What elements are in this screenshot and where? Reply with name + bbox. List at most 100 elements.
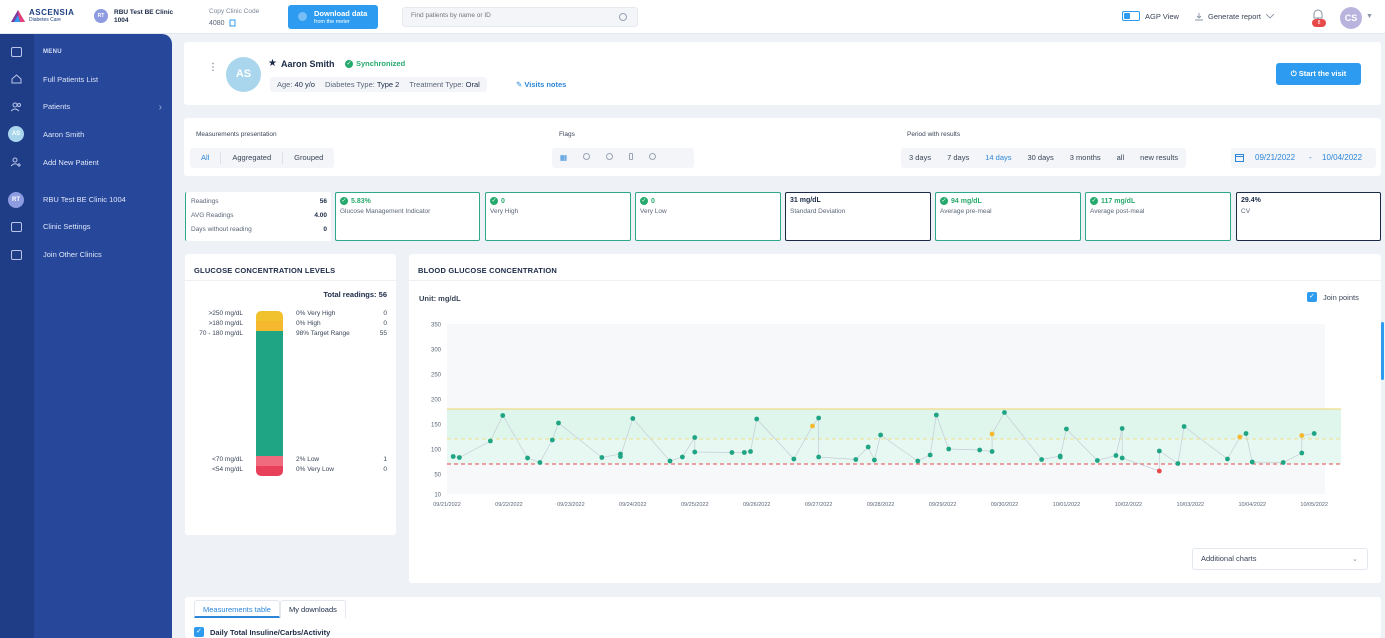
scrollbar-thumb[interactable] [1381, 322, 1384, 380]
level-range-label: >180 mg/dL [208, 320, 243, 327]
diabetes-type-label: Diabetes Type: [324, 80, 375, 89]
glucose-reading-point [630, 416, 636, 421]
glucose-reading-point [1311, 431, 1317, 436]
y-tick-label: 300 [431, 348, 442, 354]
sidebar-item-full-patients-list[interactable]: Full Patients List [43, 75, 99, 84]
glucose-reading-point [1280, 460, 1286, 465]
sidebar-item-clinic-settings[interactable]: Clinic Settings [43, 222, 91, 231]
metric-value-row: ✓ 0 [640, 197, 655, 205]
date-to[interactable]: 10/04/2022 [1322, 153, 1363, 162]
clinic-name[interactable]: RBU Test BE Clinic 1004 [114, 9, 173, 25]
clinic-badge[interactable]: RT [94, 9, 108, 23]
add-patient-icon[interactable] [11, 157, 22, 167]
period-3-months[interactable]: 3 months [1069, 153, 1101, 162]
metric-card: ✓ 0 Very Low [635, 192, 781, 241]
metric-value: 0 [651, 197, 655, 205]
patients-icon[interactable] [11, 102, 22, 112]
chevron-down-icon: ⌄ [1351, 554, 1358, 563]
measurements-option-grouped[interactable]: Grouped [294, 153, 324, 162]
level-percent-label: 2% Low [296, 456, 320, 463]
toggle-switch-icon[interactable] [1122, 11, 1140, 21]
generate-report-label: Generate report [1208, 12, 1261, 21]
sidebar-item-patients[interactable]: Patients [43, 102, 71, 111]
measurements-section: Measurements table My downloads ✓ Daily … [185, 597, 1381, 638]
patient-name: Aaron Smith [280, 58, 335, 69]
age-value: 40 y/o [294, 80, 315, 89]
period-all[interactable]: all [1116, 153, 1125, 162]
glucose-reading-point [1175, 461, 1181, 466]
copy-icon[interactable] [229, 19, 236, 27]
full-list-icon[interactable] [11, 47, 22, 57]
period-7-days[interactable]: 7 days [947, 153, 970, 162]
agp-view-toggle[interactable]: AGP View [1122, 11, 1179, 21]
download-data-button[interactable]: Download data from the meter [288, 5, 378, 29]
flag-post-meal-icon[interactable] [598, 152, 621, 164]
home-icon[interactable] [11, 74, 22, 84]
x-tick-label: 09/28/2022 [867, 502, 895, 508]
measurements-option-aggregated[interactable]: Aggregated [221, 152, 284, 164]
glucose-reading-point [748, 449, 753, 454]
sidebar-item-add-new-patient[interactable]: Add New Patient [43, 158, 99, 167]
visits-notes-link[interactable]: ✎ Visits notes [516, 80, 566, 89]
glucose-reading-point [1113, 453, 1119, 458]
flags-selector: ▦ [552, 148, 694, 168]
glucose-reading-point [1237, 434, 1243, 440]
copy-clinic-code[interactable]: 4080 [209, 19, 236, 27]
patient-search[interactable] [402, 7, 638, 27]
download-icon [298, 12, 307, 21]
rail-clinic-avatar[interactable]: RT [8, 192, 24, 208]
date-from[interactable]: 09/21/2022 [1255, 153, 1296, 162]
period-14-days[interactable]: 14 days [985, 153, 1012, 162]
user-menu-chevron-icon[interactable]: ▼ [1366, 13, 1373, 20]
star-icon[interactable]: ★ [268, 58, 277, 69]
metric-value: 117 mg/dL [1101, 197, 1136, 205]
check-icon: ✓ [490, 197, 498, 205]
start-visit-button[interactable]: ⏻ Start the visit [1276, 63, 1361, 85]
sidebar-item-clinic[interactable]: RBU Test BE Clinic 1004 [43, 195, 126, 204]
glucose-reading-point [816, 454, 822, 460]
clinic-settings-icon[interactable] [11, 222, 22, 232]
daily-total-checkbox[interactable]: ✓ Daily Total Insuline/Carbs/Activity [194, 627, 330, 637]
glucose-reading-point [871, 457, 877, 463]
flag-control-icon[interactable] [621, 152, 641, 164]
more-options-icon[interactable]: ⋮ [208, 62, 218, 73]
glucose-reading-point [878, 432, 883, 438]
date-range-picker[interactable]: 09/21/2022 - 10/04/2022 [1231, 148, 1376, 168]
level-percent-label: 0% Very Low [296, 466, 334, 473]
calendar-icon[interactable] [1235, 153, 1244, 162]
user-avatar[interactable]: CS [1340, 7, 1362, 29]
period-3-days[interactable]: 3 days [909, 153, 932, 162]
search-input[interactable] [411, 12, 611, 19]
search-icon[interactable] [619, 13, 627, 21]
metric-card: ✓ 94 mg/dL Average pre-meal [935, 192, 1081, 241]
flag-all-icon[interactable]: ▦ [560, 153, 568, 162]
additional-charts-dropdown[interactable]: Additional charts ⌄ [1192, 548, 1368, 570]
sync-status-label: Synchronized [356, 59, 406, 68]
glucose-reading-point [1119, 455, 1125, 461]
tab-measurements-table[interactable]: Measurements table [194, 600, 280, 618]
level-count-label: 0 [383, 310, 387, 317]
join-points-checkbox[interactable]: ✓ Join points [1307, 292, 1359, 302]
period-30-days[interactable]: 30 days [1027, 153, 1054, 162]
flag-time-icon[interactable] [641, 152, 664, 164]
total-readings: Total readings: 56 [323, 290, 387, 299]
chevron-right-icon[interactable]: › [158, 102, 162, 113]
level-range-label: >250 mg/dL [208, 310, 243, 317]
measurements-option-all[interactable]: All [190, 152, 222, 164]
glucose-reading-point [810, 423, 815, 429]
rail-patient-avatar[interactable]: AS [8, 126, 24, 142]
checkbox-checked-icon[interactable]: ✓ [1307, 292, 1317, 302]
additional-charts-label: Additional charts [1201, 554, 1257, 563]
generate-report-button[interactable]: Generate report [1195, 12, 1274, 21]
sidebar-item-aaron-smith[interactable]: Aaron Smith [43, 130, 85, 139]
flag-pre-meal-icon[interactable] [575, 152, 598, 164]
period-new-results[interactable]: new results [1140, 153, 1179, 162]
age-label: Age: [277, 80, 293, 89]
sidebar-item-join-other-clinics[interactable]: Join Other Clinics [43, 250, 102, 259]
glucose-reading-point [1249, 459, 1255, 465]
checkbox-checked-icon[interactable]: ✓ [194, 627, 204, 637]
join-clinics-icon[interactable] [11, 250, 22, 260]
tab-my-downloads[interactable]: My downloads [279, 600, 346, 618]
ascensia-logo[interactable]: ASCENSIA Diabetes Care [10, 9, 74, 23]
divider [409, 280, 1381, 281]
